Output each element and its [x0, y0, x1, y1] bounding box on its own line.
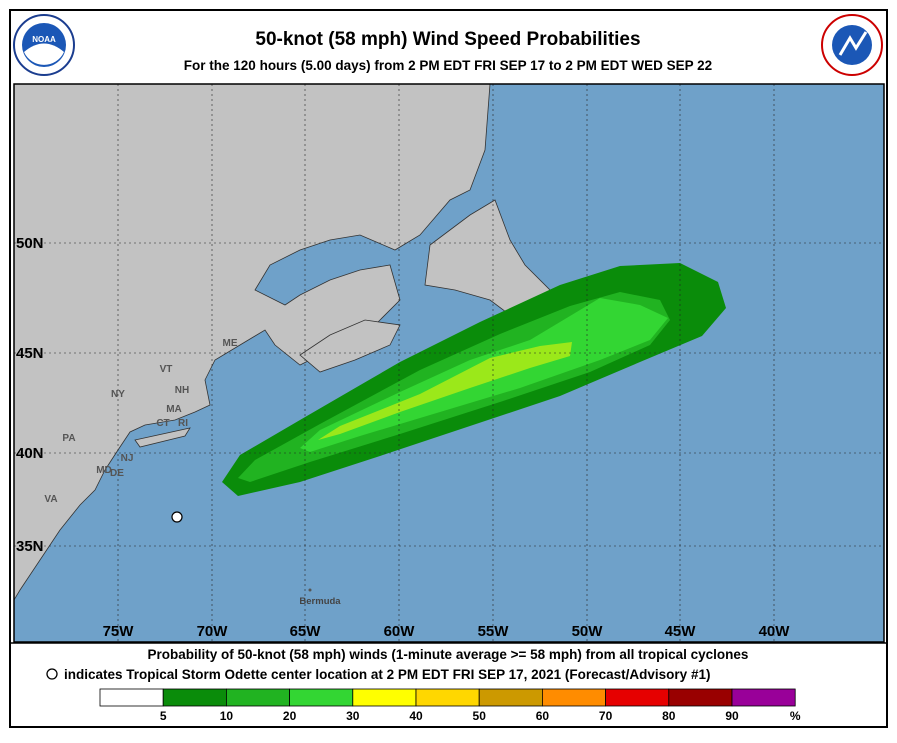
svg-text:NOAA: NOAA	[32, 35, 56, 44]
legend-swatch	[731, 688, 796, 707]
state-label: PA	[62, 433, 75, 444]
legend-swatch	[352, 688, 417, 707]
lon-label: 65W	[290, 623, 322, 640]
storm-center	[171, 511, 183, 523]
state-label: ME	[223, 338, 238, 349]
legend-label: 50	[473, 709, 487, 723]
footer-line1: Probability of 50-knot (58 mph) winds (1…	[148, 647, 749, 662]
legend-label: 5	[160, 709, 167, 723]
state-label: NY	[111, 389, 125, 400]
legend-label: %	[790, 709, 801, 723]
state-label: MA	[166, 404, 182, 415]
lat-label: 40N	[16, 445, 44, 462]
graticule	[14, 84, 884, 642]
state-label: VT	[160, 364, 173, 375]
swath-30	[318, 342, 572, 440]
lon-label: 55W	[478, 623, 510, 640]
legend-label: 40	[409, 709, 423, 723]
state-label: VA	[44, 494, 57, 505]
subtitle: For the 120 hours (5.00 days) from 2 PM …	[184, 58, 712, 73]
lon-label: 45W	[665, 623, 697, 640]
state-label: NH	[175, 385, 189, 396]
legend-label: 70	[599, 709, 613, 723]
footer-line2: indicates Tropical Storm Odette center l…	[64, 667, 710, 682]
lat-label: 35N	[16, 538, 44, 555]
color-legend: 5 10 20 30 40 50 60 70 80 90%	[99, 688, 801, 723]
legend-label: 60	[536, 709, 550, 723]
map	[13, 83, 885, 643]
legend-swatch	[99, 688, 164, 707]
long-island	[134, 427, 191, 448]
state-label: MD	[96, 465, 112, 476]
lon-label: 40W	[759, 623, 791, 640]
legend-swatch	[605, 688, 670, 707]
state-label: RI	[178, 418, 188, 429]
map-border	[13, 83, 885, 643]
state-label: CT	[156, 418, 169, 429]
legend-swatch	[289, 688, 354, 707]
legend-swatch	[478, 688, 543, 707]
noaa-logo: NOAA	[13, 14, 75, 76]
lon-label: 60W	[384, 623, 416, 640]
legend-swatch	[542, 688, 607, 707]
lon-label: 70W	[197, 623, 229, 640]
lon-label: 75W	[103, 623, 135, 640]
state-label: DE	[110, 468, 124, 479]
legend-label: 10	[220, 709, 234, 723]
lat-label: 45N	[16, 345, 44, 362]
legend-swatch	[668, 688, 733, 707]
lon-label: 50W	[572, 623, 604, 640]
legend-label: 80	[662, 709, 676, 723]
place-label: Bermuda	[299, 596, 341, 607]
nova-scotia	[299, 319, 401, 373]
title: 50-knot (58 mph) Wind Speed Probabilitie…	[255, 29, 640, 50]
legend-label: 30	[346, 709, 360, 723]
legend-swatch	[415, 688, 480, 707]
legend-swatch	[162, 688, 227, 707]
legend-label: 20	[283, 709, 297, 723]
bermuda-island	[308, 588, 312, 592]
nws-logo	[821, 14, 883, 76]
legend-label: 90	[725, 709, 739, 723]
lat-label: 50N	[16, 235, 44, 252]
legend-circle	[46, 668, 58, 680]
legend-swatch	[225, 688, 290, 707]
state-label: NJ	[121, 453, 134, 464]
